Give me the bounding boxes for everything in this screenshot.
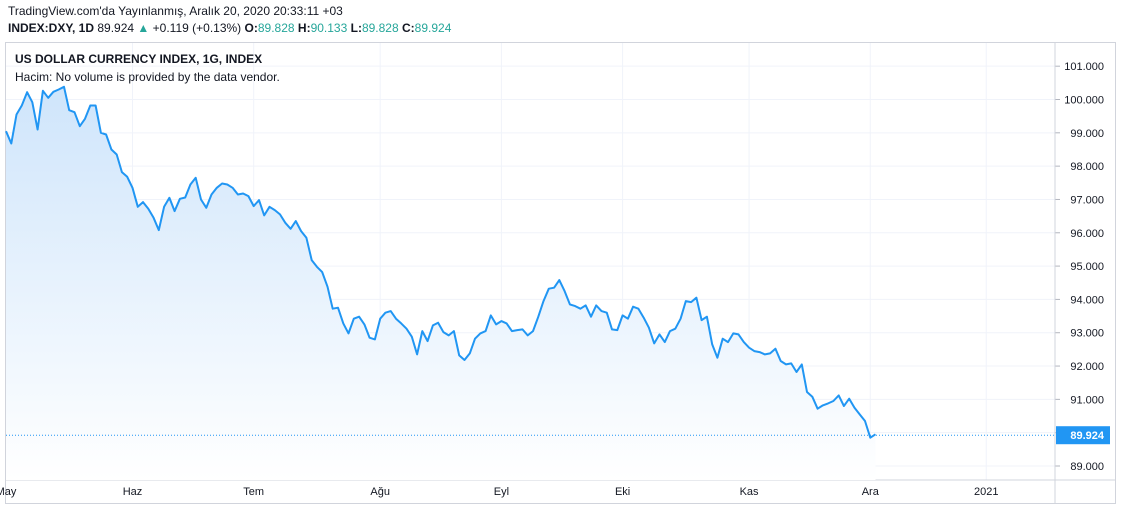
x-tick-label: Ara [862,486,880,498]
open-value: 89.828 [257,21,295,35]
x-tick-label: Eki [615,486,630,498]
y-tick-label: 101.000 [1064,61,1104,73]
x-tick-label: Kas [740,486,759,498]
price-change: +0.119 (+0.13%) [152,21,242,35]
volume-note: Hacim: No volume is provided by the data… [15,70,280,84]
y-tick-label: 97.000 [1070,194,1104,206]
chart-title: US DOLLAR CURRENCY INDEX, 1G, INDEX [15,52,263,66]
published-info: TradingView.com'da Yayınlanmış, Aralık 2… [8,4,343,18]
close-label: C: [402,21,415,35]
symbol-label: INDEX:DXY, 1D [8,21,95,35]
last-price-tag [1056,426,1110,445]
x-tick-label: 2021 [974,486,998,498]
open-label: O: [244,21,258,35]
high-label: H: [297,21,311,35]
y-tick-label: 98.000 [1070,161,1104,173]
y-tick-label: 92.000 [1070,361,1104,373]
x-tick-label: Haz [123,486,143,498]
series-area [6,86,876,481]
low-label: L: [350,21,362,35]
y-tick-label: 94.000 [1070,294,1104,306]
y-tick-label: 93.000 [1070,328,1104,340]
y-tick-label: 96.000 [1070,228,1104,240]
close-value: 89.924 [414,21,452,35]
last-price-tag-label: 89.924 [1070,430,1105,442]
low-value: 89.828 [361,21,399,35]
y-tick-label: 89.000 [1070,461,1104,473]
x-tick-label: Ağu [370,486,390,498]
x-tick-label: Eyl [494,486,509,498]
y-tick-label: 95.000 [1070,261,1104,273]
symbol-ohlc-bar: INDEX:DXY, 1D 89.924 ▲ +0.119 (+0.13%) O… [8,21,451,35]
x-tick-label: May [0,486,17,498]
high-value: 90.133 [310,21,348,35]
y-tick-label: 100.000 [1064,95,1104,107]
chart-frame[interactable] [5,42,1116,504]
y-tick-label: 99.000 [1070,128,1104,140]
y-tick-label: 91.000 [1070,394,1104,406]
x-tick-label: Tem [243,486,264,498]
series-line [5,85,877,439]
last-price: 89.924 [97,21,135,35]
up-arrow-icon: ▲ [137,21,150,35]
